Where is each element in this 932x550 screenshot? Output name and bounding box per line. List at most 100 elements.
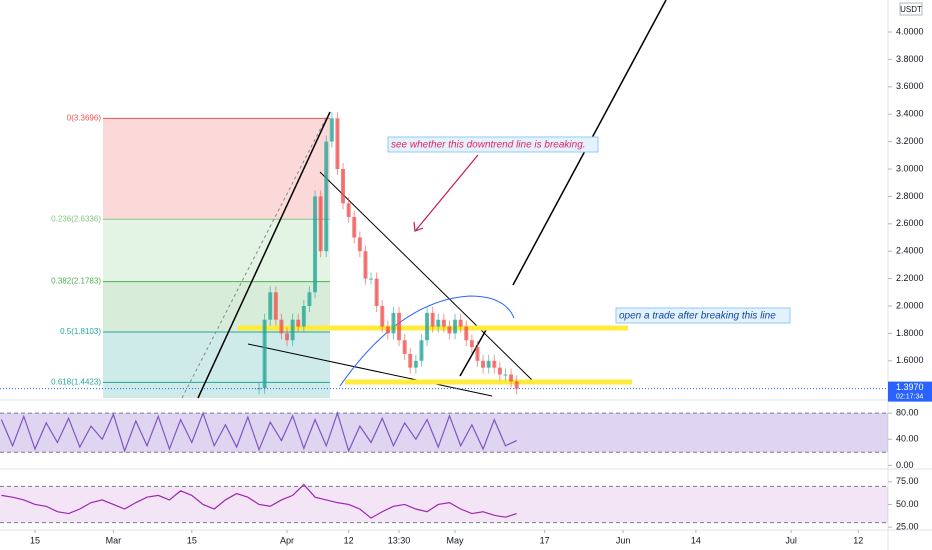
support-line [247, 343, 493, 397]
y-tick-label: 3.2000 [896, 136, 924, 146]
candle [352, 216, 357, 238]
y-tick-label: 2.6000 [896, 218, 924, 228]
candle [257, 388, 262, 390]
x-tick-label: 14 [691, 535, 701, 545]
annotation: see whether this downtrend line is break… [391, 140, 586, 151]
x-tick-label: May [447, 535, 465, 545]
candle [464, 326, 469, 341]
annotation-box [387, 136, 599, 153]
currency-box [899, 2, 923, 16]
candle [436, 319, 441, 327]
candle [374, 278, 379, 307]
candle [346, 203, 351, 217]
candle [413, 360, 418, 368]
candle [290, 319, 295, 341]
x-tick-label: 12 [344, 535, 354, 545]
y-tick-label: 2.4000 [896, 246, 924, 256]
trend-line [197, 111, 331, 399]
y-tick-label: 2.2000 [896, 273, 924, 283]
candle [279, 319, 284, 334]
y-tick-label: 40.00 [896, 434, 919, 444]
fib-label: 0.382(2.1783) [51, 277, 101, 286]
candle [419, 340, 424, 361]
countdown: 02:17:34 [896, 393, 923, 400]
candle [341, 169, 346, 204]
candle [475, 347, 480, 361]
candle [397, 312, 402, 341]
fib-label: 0.618(1.4423) [51, 378, 101, 387]
candle [453, 319, 458, 334]
annotation: open a trade after breaking this line [619, 311, 776, 322]
fib-label: 0.236(2.6336) [51, 214, 101, 223]
candle [509, 374, 514, 382]
candle [385, 326, 390, 334]
candle [425, 312, 430, 341]
y-tick-label: 4.0000 [896, 26, 924, 36]
candle [469, 340, 474, 348]
candle [481, 360, 486, 368]
candle [486, 360, 491, 368]
x-tick-label: 15 [187, 535, 197, 545]
candle [369, 278, 374, 280]
y-tick-label: 3.8000 [896, 54, 924, 64]
candle [497, 367, 502, 375]
candle [296, 319, 301, 327]
candle [430, 312, 435, 327]
band [0, 486, 888, 523]
y-tick-label: 2.0000 [896, 300, 924, 310]
y-tick-label: 80.00 [896, 407, 919, 417]
candle [441, 319, 446, 327]
candle [335, 118, 340, 170]
candle [318, 196, 323, 252]
y-tick-label: 3.6000 [896, 81, 924, 91]
x-tick-label: Jun [616, 535, 631, 545]
y-tick-label: 0.00 [896, 460, 914, 470]
candle [458, 319, 463, 327]
y-tick-label: 3.0000 [896, 163, 924, 173]
y-tick-label: 1.6000 [896, 355, 924, 365]
indicator-line [0, 411, 517, 453]
fib-zone [103, 281, 330, 332]
candle [408, 353, 413, 368]
x-tick-label: 12 [853, 535, 863, 545]
trend-line [459, 329, 487, 377]
candle [301, 306, 306, 327]
candle [363, 251, 368, 279]
y-tick-label: 1.8000 [896, 328, 924, 338]
annotation-box [615, 307, 791, 324]
candle [357, 237, 362, 252]
candle [402, 340, 407, 354]
y-tick-label: 50.00 [896, 499, 919, 509]
downtrend-line [319, 171, 533, 381]
candle [285, 333, 290, 341]
candle [307, 292, 312, 307]
x-tick-label: Jul [785, 535, 797, 545]
candle [391, 312, 396, 334]
candle [273, 292, 278, 320]
x-tick-label: Apr [280, 535, 294, 545]
candle [380, 306, 385, 327]
fib-zone [103, 382, 330, 398]
last-price: 1.3970 [896, 382, 924, 392]
fib-zone [103, 219, 330, 282]
x-tick-label: 17 [540, 535, 550, 545]
y-tick-label: 75.00 [896, 476, 919, 486]
x-tick-label: 13:30 [388, 535, 411, 545]
arc [339, 295, 515, 387]
candle [313, 196, 318, 293]
currency: USDT [900, 5, 922, 14]
candle [329, 118, 334, 142]
fib-zone [103, 118, 330, 220]
candle [503, 374, 508, 376]
last-price-box [888, 381, 932, 402]
arrow [415, 154, 479, 231]
candle [268, 292, 273, 320]
candle [447, 326, 452, 334]
candle [324, 141, 329, 252]
y-tick-label: 3.4000 [896, 109, 924, 119]
trend-line [181, 117, 327, 399]
indicator-line [1, 483, 517, 519]
candle [262, 319, 267, 389]
